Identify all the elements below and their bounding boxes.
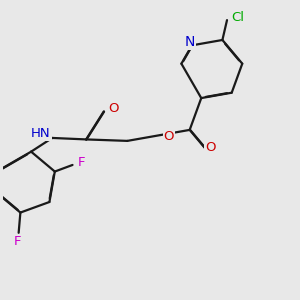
Text: O: O — [164, 130, 174, 143]
Text: F: F — [78, 155, 85, 169]
Text: N: N — [184, 35, 195, 49]
Text: F: F — [14, 235, 22, 248]
Text: Cl: Cl — [231, 11, 244, 24]
Text: HN: HN — [31, 127, 51, 140]
Text: O: O — [205, 141, 215, 154]
Text: O: O — [108, 102, 119, 115]
